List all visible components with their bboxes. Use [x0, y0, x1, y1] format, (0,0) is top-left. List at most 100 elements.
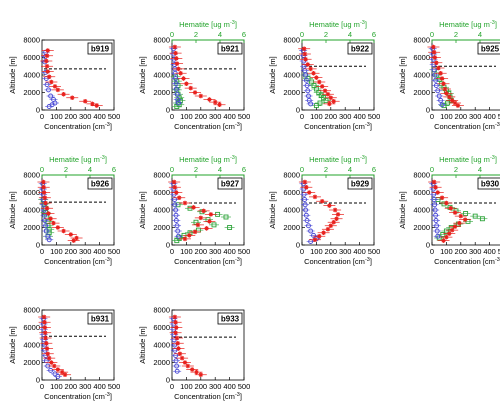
- y-tick-label: 0: [296, 241, 300, 250]
- blue-point: [438, 97, 444, 103]
- red-point: [194, 369, 199, 375]
- y-tick-label: 4000: [413, 206, 430, 215]
- x-axis-title: Concentration [cm-3]: [434, 122, 500, 131]
- y-tick-label: 8000: [23, 36, 40, 45]
- hematite-tick-label: 0: [430, 30, 434, 39]
- blue-point: [46, 87, 51, 93]
- y-tick-label: 8000: [23, 306, 40, 315]
- y-tick-label: 2000: [23, 358, 40, 367]
- red-point: [186, 233, 192, 238]
- red-point: [432, 55, 438, 60]
- red-point: [319, 198, 325, 204]
- x-tick-label: 300: [79, 112, 92, 121]
- red-point: [44, 205, 50, 211]
- red-point: [446, 94, 452, 100]
- x-tick-label: 500: [368, 112, 381, 121]
- x-tick-label: 300: [469, 112, 482, 121]
- red-point: [188, 85, 194, 91]
- y-axis-title: Altitude [m]: [138, 326, 147, 364]
- blue-point: [431, 197, 437, 202]
- blue-point: [174, 363, 180, 369]
- red-point: [198, 93, 204, 99]
- panel-label: b929: [351, 180, 370, 189]
- hematite-tick-label: 2: [194, 165, 198, 174]
- red-point: [208, 212, 214, 217]
- y-tick-label: 6000: [283, 188, 300, 197]
- red-point: [431, 49, 437, 55]
- red-point: [316, 79, 322, 85]
- x-tick-label: 200: [65, 382, 78, 391]
- red-point: [444, 200, 449, 206]
- y-tick-label: 8000: [153, 306, 170, 315]
- red-point: [41, 314, 47, 320]
- red-point: [176, 66, 181, 72]
- blue-point: [432, 207, 438, 213]
- x-tick-label: 500: [238, 382, 251, 391]
- x-tick-label: 100: [310, 247, 323, 256]
- hematite-tick-label: 6: [112, 165, 116, 174]
- red-point: [175, 340, 181, 346]
- x-tick-label: 0: [40, 382, 44, 391]
- red-point: [314, 75, 319, 80]
- red-point: [55, 225, 61, 230]
- panel-label: b922: [351, 45, 370, 54]
- y-tick-label: 0: [36, 106, 40, 115]
- panel-label-box: [347, 177, 373, 190]
- red-point: [441, 81, 446, 87]
- red-point: [217, 102, 222, 108]
- y-axis-title: Altitude [m]: [398, 56, 407, 94]
- red-point: [45, 351, 51, 357]
- red-point: [44, 340, 49, 346]
- y-tick-label: 0: [426, 106, 430, 115]
- red-point: [431, 179, 437, 185]
- x-tick-label: 200: [195, 382, 208, 391]
- red-point: [42, 319, 47, 325]
- blue-point: [308, 101, 314, 107]
- red-point: [185, 363, 191, 369]
- blue-point: [303, 207, 309, 213]
- x-tick-label: 0: [40, 112, 44, 121]
- x-tick-label: 200: [325, 112, 338, 121]
- blue-point: [436, 93, 442, 99]
- hematite-tick-label: 6: [242, 165, 246, 174]
- red-point: [48, 216, 53, 222]
- red-point: [74, 235, 79, 241]
- blue-point: [439, 102, 445, 108]
- x-axis-title: Concentration [cm-3]: [174, 392, 242, 401]
- red-point: [192, 90, 198, 95]
- red-point: [90, 101, 95, 107]
- x-tick-label: 400: [93, 382, 106, 391]
- hematite-tick-label: 0: [300, 165, 304, 174]
- x-axis-title: Concentration [cm-3]: [174, 122, 242, 131]
- red-point: [42, 325, 48, 330]
- y-tick-label: 0: [426, 241, 430, 250]
- red-point: [439, 76, 445, 81]
- red-point: [191, 205, 196, 210]
- blue-point: [172, 202, 178, 208]
- hematite-tick-label: 4: [88, 165, 92, 174]
- hematite-axis-title: Hematite [ug m-3]: [179, 155, 237, 164]
- red-point: [68, 232, 74, 237]
- red-point: [174, 335, 180, 341]
- blue-point: [435, 88, 441, 94]
- blue-point: [48, 93, 54, 99]
- x-tick-label: 300: [209, 112, 222, 121]
- blue-point: [173, 207, 179, 213]
- red-point: [308, 66, 313, 72]
- red-point: [171, 179, 177, 185]
- red-point: [178, 70, 183, 76]
- x-tick-label: 400: [353, 247, 366, 256]
- y-tick-label: 8000: [283, 36, 300, 45]
- x-tick-label: 300: [469, 247, 482, 256]
- hematite-point: [440, 232, 446, 237]
- red-point: [327, 203, 332, 208]
- blue-point: [433, 83, 439, 88]
- y-tick-label: 6000: [23, 323, 40, 332]
- y-tick-label: 2000: [283, 88, 300, 97]
- red-point: [172, 184, 178, 190]
- red-point: [439, 195, 445, 201]
- red-point: [41, 190, 47, 195]
- red-point: [43, 335, 48, 341]
